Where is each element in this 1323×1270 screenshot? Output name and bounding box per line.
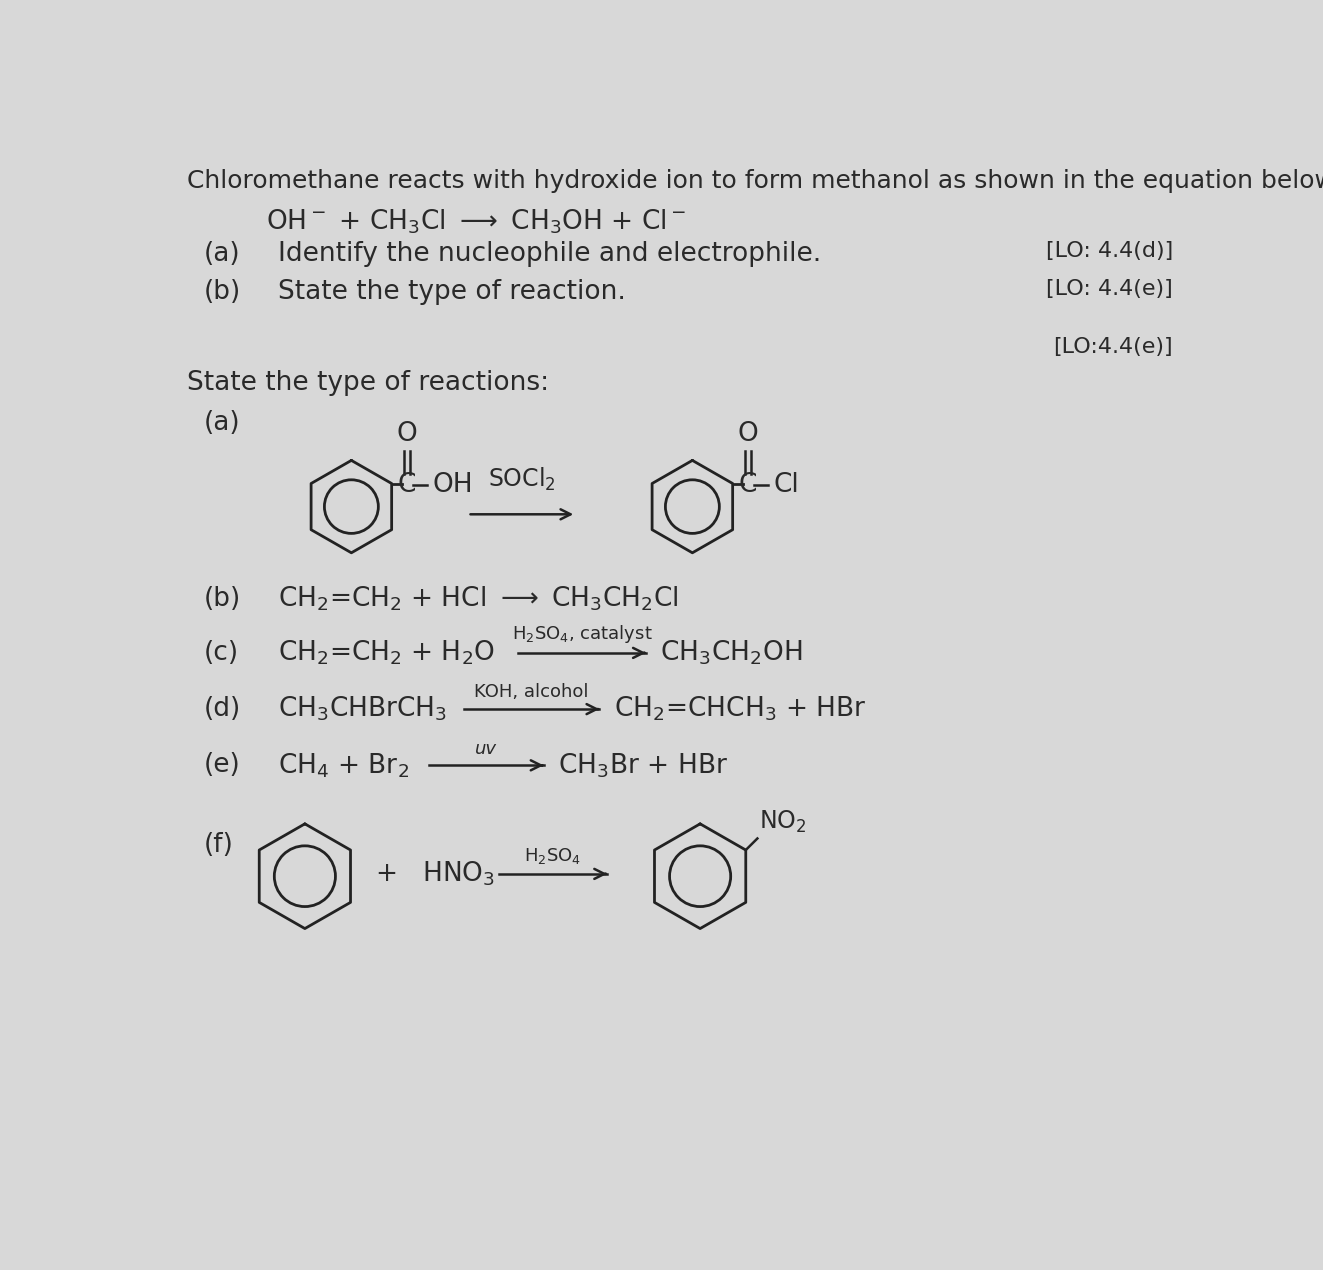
Text: H$_2$SO$_4$: H$_2$SO$_4$ [524, 846, 582, 866]
Text: Identify the nucleophile and electrophile.: Identify the nucleophile and electrophil… [278, 241, 822, 267]
Text: Chloromethane reacts with hydroxide ion to form methanol as shown in the equatio: Chloromethane reacts with hydroxide ion … [187, 169, 1323, 193]
Text: KOH, alcohol: KOH, alcohol [475, 683, 589, 701]
Text: $+$   HNO$_3$: $+$ HNO$_3$ [374, 860, 495, 888]
Text: (a): (a) [204, 410, 241, 437]
Text: CH$_2$=CH$_2$ + H$_2$O: CH$_2$=CH$_2$ + H$_2$O [278, 639, 495, 667]
Text: CH$_3$CHBrCH$_3$: CH$_3$CHBrCH$_3$ [278, 695, 447, 724]
Text: (b): (b) [204, 279, 241, 306]
Text: [LO:4.4(e)]: [LO:4.4(e)] [1053, 338, 1174, 357]
Text: H$_2$SO$_4$, catalyst: H$_2$SO$_4$, catalyst [512, 624, 652, 645]
Text: State the type of reactions:: State the type of reactions: [187, 371, 549, 396]
Text: State the type of reaction.: State the type of reaction. [278, 279, 626, 306]
Text: CH$_2$=CHCH$_3$ + HBr: CH$_2$=CHCH$_3$ + HBr [606, 695, 867, 724]
Text: C: C [398, 472, 417, 498]
Text: uv: uv [475, 739, 497, 758]
Text: SOCl$_2$: SOCl$_2$ [488, 466, 556, 493]
Text: [LO: 4.4(e)]: [LO: 4.4(e)] [1046, 279, 1174, 300]
Text: OH: OH [433, 472, 474, 498]
Text: (c): (c) [204, 640, 239, 665]
Text: (e): (e) [204, 752, 241, 779]
Text: CH$_3$Br + HBr: CH$_3$Br + HBr [550, 751, 728, 780]
Text: CH$_4$ + Br$_2$: CH$_4$ + Br$_2$ [278, 751, 409, 780]
Text: Cl: Cl [774, 472, 799, 498]
Text: (b): (b) [204, 585, 241, 612]
Text: [LO: 4.4(d)]: [LO: 4.4(d)] [1045, 241, 1174, 260]
Text: O: O [397, 422, 418, 447]
Text: O: O [738, 422, 758, 447]
Text: OH$^-$ + CH$_3$Cl $\longrightarrow$ CH$_3$OH + Cl$^-$: OH$^-$ + CH$_3$Cl $\longrightarrow$ CH$_… [266, 208, 687, 236]
Text: CH$_3$CH$_2$OH: CH$_3$CH$_2$OH [652, 639, 803, 667]
Text: (a): (a) [204, 241, 241, 267]
Text: (d): (d) [204, 696, 241, 723]
Text: CH$_2$=CH$_2$ + HCl $\longrightarrow$ CH$_3$CH$_2$Cl: CH$_2$=CH$_2$ + HCl $\longrightarrow$ CH… [278, 584, 679, 613]
Text: NO$_2$: NO$_2$ [759, 809, 806, 836]
Text: (f): (f) [204, 832, 234, 859]
Text: C: C [740, 472, 757, 498]
